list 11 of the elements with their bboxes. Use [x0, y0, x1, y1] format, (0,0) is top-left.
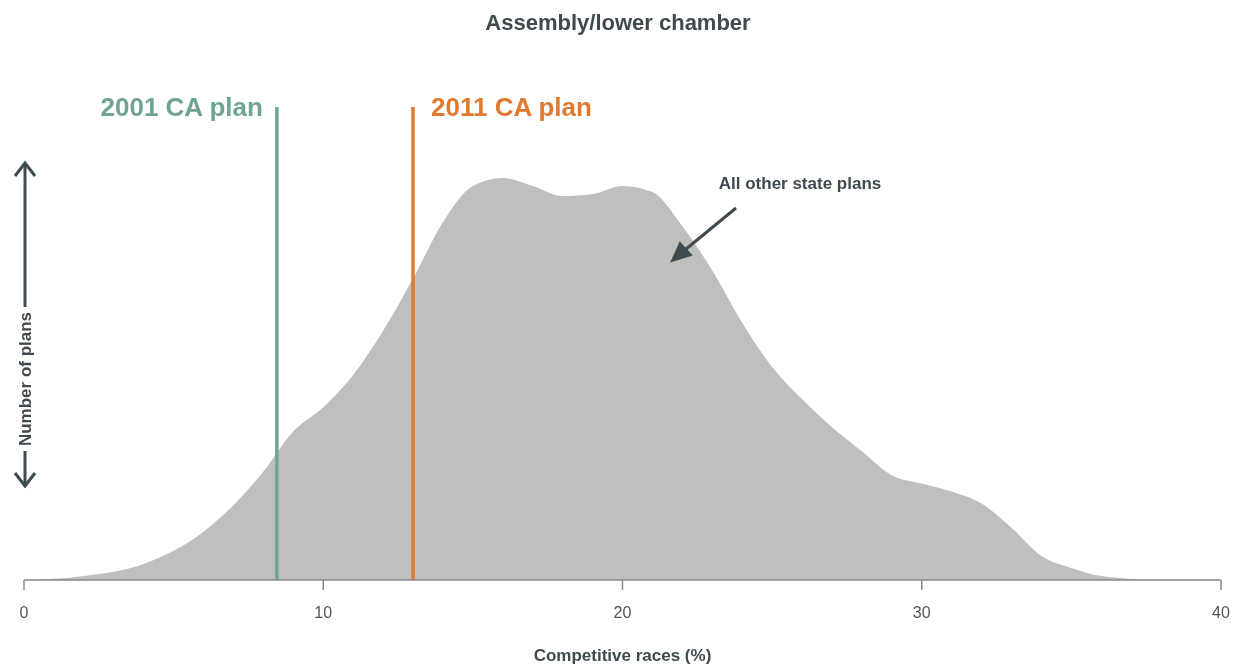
x-axis-title: Competitive races (%): [533, 646, 712, 665]
y-axis-title: Number of plans: [16, 311, 35, 447]
annotation: All other state plans: [718, 174, 882, 193]
x-tick-label: 40: [1212, 604, 1230, 621]
chart-title: Assembly/lower chamber: [485, 10, 752, 35]
x-tick-label: 10: [314, 604, 333, 621]
x-tick-label: 20: [613, 604, 632, 621]
ref-line-label: 2011 CA plan: [431, 92, 592, 122]
x-tick-label: 0: [19, 604, 29, 621]
ref-line-label: 2001 CA plan: [100, 92, 263, 122]
x-tick-label: 30: [912, 604, 931, 621]
